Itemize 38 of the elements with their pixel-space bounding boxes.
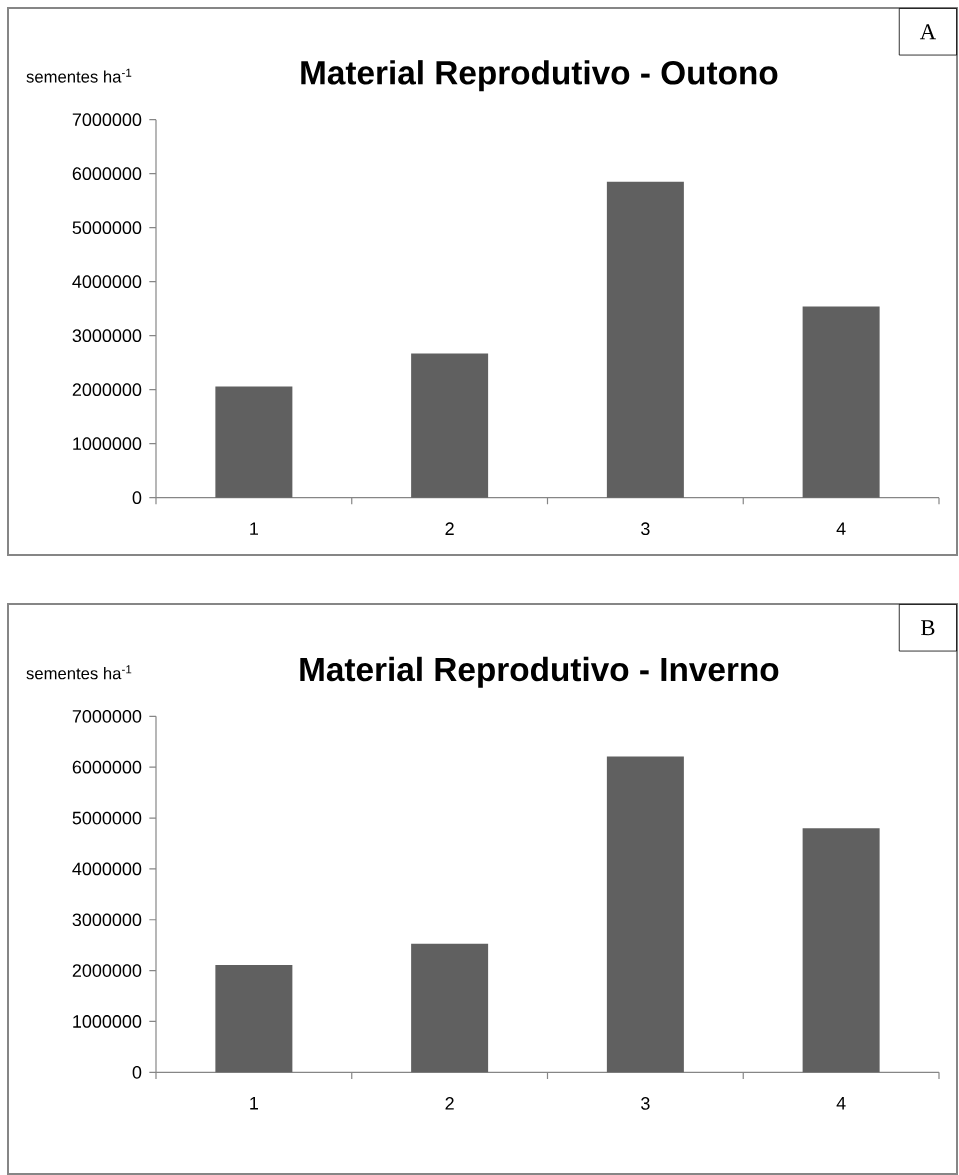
chart-title: Material Reprodutivo - Outono xyxy=(301,60,778,92)
y-tick-label: 6000000 xyxy=(72,760,142,774)
x-tick-label: 2 xyxy=(445,522,454,535)
y-tick-label: 3000000 xyxy=(72,913,142,927)
x-tick-label: 3 xyxy=(641,522,650,536)
y-tick-label: 4000000 xyxy=(72,275,142,289)
text: B xyxy=(921,620,935,636)
bar xyxy=(802,306,880,498)
y-tick-label: 6000000 xyxy=(72,167,142,181)
x-tick-label: 4 xyxy=(836,522,846,535)
bar xyxy=(606,181,684,498)
text: A xyxy=(919,24,936,40)
chart-title: Material Reprodutivo - Inverno xyxy=(300,656,779,688)
x-tick-label: 1 xyxy=(250,1097,259,1110)
y-tick-label: 7000000 xyxy=(72,113,142,127)
y-tick-label: 2000000 xyxy=(72,383,142,397)
y-tick-label: 7000000 xyxy=(72,709,142,723)
x-tick-label: 1 xyxy=(250,522,259,535)
y-tick-label: 2000000 xyxy=(72,964,142,977)
bar xyxy=(215,965,293,1073)
x-tick-label: 3 xyxy=(641,1097,650,1110)
y-tick-label: 0 xyxy=(132,1065,142,1079)
y-tick-label: 5000000 xyxy=(72,221,142,235)
bar xyxy=(411,353,489,498)
y-tick-label: 1000000 xyxy=(73,437,142,451)
bar xyxy=(215,386,293,498)
y-tick-label: 3000000 xyxy=(72,329,142,343)
y-tick-label: 5000000 xyxy=(72,811,142,825)
x-tick-label: 4 xyxy=(836,1097,846,1110)
y-axis-title: sementes ha$^{-1}$ xyxy=(26,665,132,680)
y-tick-label: 0 xyxy=(132,491,142,505)
y-tick-label: 1000000 xyxy=(73,1015,142,1028)
x-tick-label: 2 xyxy=(445,1097,454,1110)
bar xyxy=(411,943,489,1073)
y-axis-title: sementes ha$^{-1}$ xyxy=(26,68,132,83)
bar xyxy=(606,756,684,1073)
bar xyxy=(802,828,880,1073)
y-tick-label: 4000000 xyxy=(72,862,142,876)
